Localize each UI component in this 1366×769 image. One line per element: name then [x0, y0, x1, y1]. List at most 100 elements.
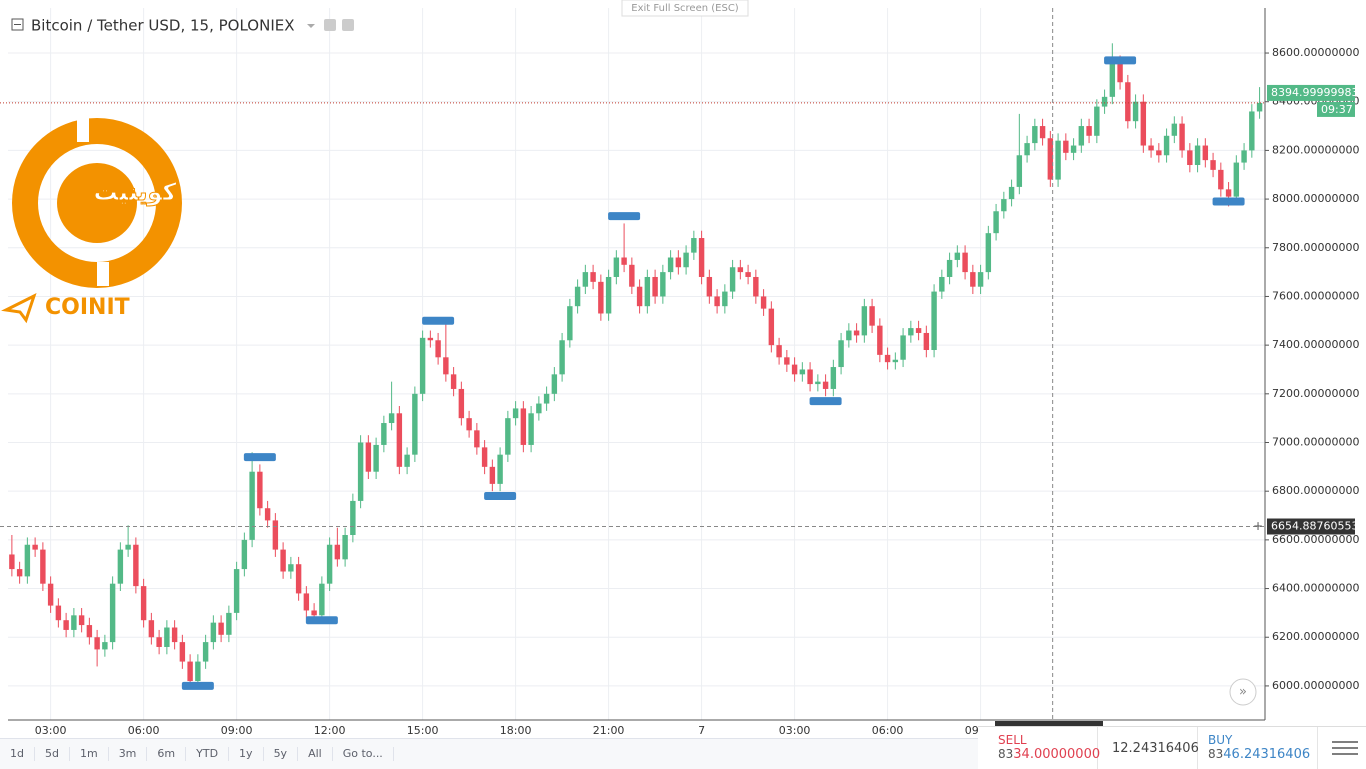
candle-body [47, 583, 54, 606]
x-tick-label: 18:00 [500, 724, 532, 737]
candle-body [1125, 82, 1131, 122]
candle-body [334, 544, 341, 560]
candle-body [288, 564, 294, 572]
candle-body [435, 340, 441, 358]
logo-name: COINIT [45, 295, 130, 320]
candle-body [543, 393, 550, 404]
dropdown-icon[interactable] [307, 24, 315, 28]
candle-body [1032, 126, 1038, 144]
logo-persian: کوینیت [93, 178, 176, 206]
timeframe-button[interactable]: 5d [35, 747, 70, 761]
candle-body [993, 211, 999, 234]
candle-body [117, 549, 124, 584]
candle-body [1055, 140, 1061, 180]
chart-title: Bitcoin / Tether USD, 15, POLONIEX [31, 17, 295, 35]
exit-fullscreen[interactable]: Exit Full Screen (ESC) [631, 3, 739, 14]
candle-body [1008, 186, 1015, 200]
candle-body [179, 642, 186, 662]
candle-body [264, 508, 271, 521]
y-tick-label: 6000.00000000 [1272, 679, 1359, 692]
candle-body [846, 330, 852, 341]
candle-body [156, 637, 162, 647]
collapse-icon[interactable] [11, 18, 24, 31]
candle-body [295, 564, 302, 594]
y-tick-label: 7000.00000000 [1272, 436, 1359, 449]
candle-body [1187, 150, 1193, 166]
crosshair-price-box [1267, 518, 1355, 535]
candle-body [939, 276, 945, 292]
menu-svg [1332, 741, 1358, 755]
candle-body [1140, 101, 1147, 146]
timeframe-button[interactable]: All [298, 747, 333, 761]
candle-body [1101, 96, 1108, 107]
candle-body [644, 276, 651, 307]
candle-body [683, 252, 689, 268]
candle-body [815, 381, 821, 385]
timeframe-button[interactable]: 1m [70, 747, 109, 761]
candle-body [869, 306, 875, 326]
candle-body [675, 257, 682, 268]
timeframe-button[interactable]: 5y [264, 747, 299, 761]
candle-body [1249, 111, 1255, 151]
candle-body [342, 535, 348, 560]
crosshair-price-label: 6654.88760553 [1271, 520, 1358, 533]
settings-icon[interactable] [342, 19, 354, 31]
y-tick-label: 7200.00000000 [1272, 387, 1359, 400]
timeframe-button[interactable]: 6m [147, 747, 187, 761]
y-tick-label: 8200.00000000 [1272, 143, 1359, 156]
high-low-marker [1104, 56, 1137, 65]
settings-icon[interactable] [324, 19, 336, 31]
timeframe-button[interactable]: 1d [0, 747, 35, 761]
candle-body [1241, 150, 1247, 163]
candle-body [1163, 135, 1170, 156]
candle-body [218, 622, 224, 635]
candle-body [954, 252, 961, 260]
timeframe-button[interactable]: YTD [186, 747, 230, 761]
scroll-button[interactable] [1229, 678, 1257, 706]
candle-body [55, 605, 62, 621]
candle-body [1024, 143, 1030, 156]
candle-body [691, 238, 697, 253]
candle-body [512, 408, 519, 419]
high-low-marker [809, 397, 842, 406]
exit-button[interactable] [621, 0, 749, 17]
candle-body [9, 554, 15, 570]
candle-body [698, 238, 705, 277]
y-tick-label: 7400.00000000 [1272, 338, 1359, 351]
sell-box[interactable]: SELL 8334.00000000 [978, 727, 1100, 769]
candle-body [171, 627, 178, 643]
candle-body [520, 408, 527, 445]
trade-panel: SELL 8334.00000000 12.24316406 BUY 8346.… [978, 726, 1366, 769]
candle-body [1070, 145, 1077, 153]
timeframe-button[interactable]: 1y [229, 747, 264, 761]
candle-body [884, 354, 891, 363]
candle-body [357, 442, 364, 501]
candle-body [799, 369, 806, 375]
candle-body [1233, 162, 1240, 197]
candle-body [1194, 145, 1201, 166]
candle-body [605, 276, 612, 314]
candle-body [915, 328, 922, 333]
candle-body [931, 291, 937, 351]
x-tick-label: 03:00 [35, 724, 67, 737]
candle-body [419, 337, 426, 394]
scroll-icon[interactable]: » [1239, 685, 1247, 700]
high-low-marker [243, 453, 276, 462]
candle-body [319, 583, 325, 616]
candle-body [365, 442, 372, 472]
candle-body [1225, 189, 1232, 197]
menu-icon[interactable] [1318, 727, 1360, 769]
buy-price-head: 83 [1208, 747, 1224, 761]
candle-body [187, 661, 193, 682]
overlay: 8394.99999983 09:37 6654.88760553 + [0, 8, 1358, 720]
candle-body [257, 471, 263, 509]
candle-body [404, 454, 410, 467]
candle-body [908, 328, 914, 336]
timeframe-button[interactable]: Go to... [333, 747, 394, 761]
x-tick-label: 06:00 [128, 724, 160, 737]
candle-body [241, 539, 248, 570]
buy-box[interactable]: BUY 8346.24316406 [1198, 727, 1318, 769]
y-tick-label: 7600.00000000 [1272, 289, 1359, 302]
candle-body [977, 272, 984, 287]
timeframe-button[interactable]: 3m [109, 747, 148, 761]
